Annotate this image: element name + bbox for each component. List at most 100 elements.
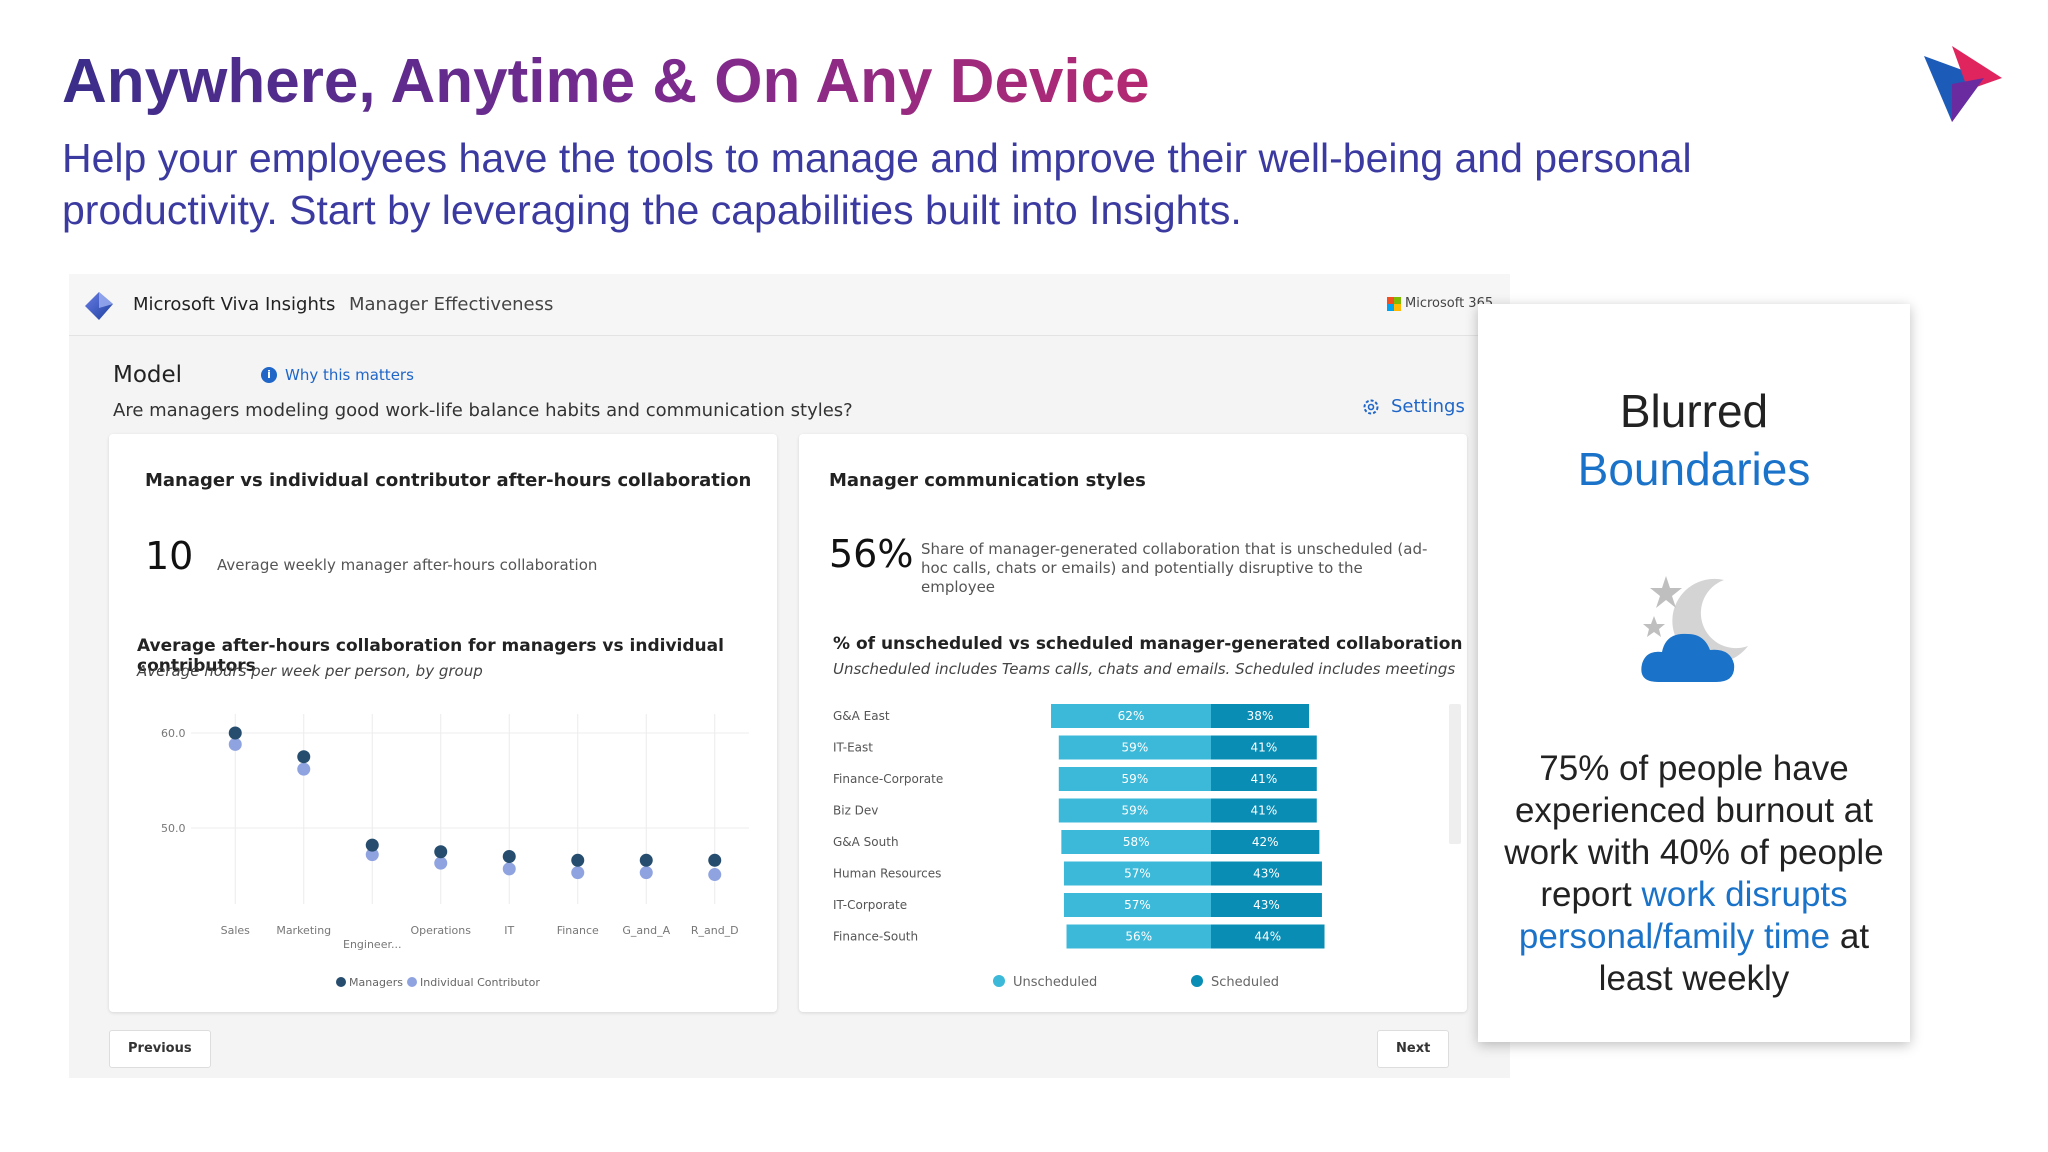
bar-unscheduled [1061, 830, 1211, 854]
chart-scrollbar [1449, 704, 1461, 844]
category-label: Biz Dev [833, 804, 878, 818]
bar-unscheduled [1063, 861, 1211, 886]
chart-note: Unscheduled includes Teams calls, chats … [833, 660, 1456, 678]
category-label: G&A South [833, 835, 899, 849]
legend-label: Unscheduled [1013, 975, 1097, 990]
data-label: 57% [1124, 867, 1151, 881]
x-tick-label: Operations [411, 924, 472, 937]
legend-label: Individual Contributor [420, 976, 540, 989]
bar-scheduled [1211, 798, 1317, 823]
data-point [708, 853, 722, 867]
info-body-text: 75% of people have experienced burnout a… [1498, 748, 1890, 1000]
x-tick-label: Engineer... [343, 938, 401, 951]
blurred-boundaries-card: Blurred Boundaries 75% of people have ex… [1478, 304, 1910, 1042]
legend-marker [336, 977, 346, 987]
app-screenshot: Microsoft Viva Insights Manager Effectiv… [69, 274, 1510, 1078]
model-question: Are managers modeling good work-life bal… [113, 400, 853, 421]
communication-styles-card: Manager communication styles 56% Share o… [799, 434, 1467, 1012]
bar-scheduled [1211, 861, 1322, 886]
slide-subtitle: Help your employees have the tools to ma… [62, 135, 1692, 233]
brand-logo-icon [1924, 46, 2002, 122]
category-label: Finance-South [833, 930, 918, 944]
data-label: 59% [1122, 772, 1149, 786]
legend-marker [993, 975, 1005, 987]
info-body-part2: at least weekly [1598, 917, 1870, 998]
bar-scheduled [1211, 924, 1325, 949]
x-tick-label: Finance [557, 924, 599, 937]
big-metric-desc: Share of manager-generated collaboration… [921, 540, 1428, 596]
communication-stacked-bar-chart: G&A East 62% 38% IT-East 59% 41% Finance-Corpo… [833, 704, 1461, 990]
bar-scheduled [1211, 704, 1310, 728]
next-button[interactable]: Next [1377, 1030, 1450, 1068]
info-body-part1: 75% of people have experienced burnout a… [1504, 749, 1884, 914]
data-point [228, 737, 242, 751]
bar-unscheduled [1051, 704, 1211, 728]
data-label: 41% [1251, 804, 1278, 818]
chart-note: Average hours per week per person, by gr… [137, 662, 483, 680]
after-hours-dot-chart: 60.0 50.0 Sales Marketing Engineer... Operati… [161, 714, 749, 989]
data-point [297, 762, 311, 776]
bar-unscheduled [1058, 798, 1211, 823]
x-tick-label: G_and_A [622, 924, 670, 937]
settings-label: Settings [1391, 396, 1465, 417]
data-label: 58% [1123, 835, 1150, 849]
info-heading-line2: Boundaries [1577, 443, 1811, 495]
ms365-label: Microsoft 365 [1405, 296, 1494, 311]
x-tick-label: Marketing [276, 924, 331, 937]
bar-unscheduled [1058, 735, 1211, 760]
category-label: Human Resources [833, 867, 941, 881]
bar-unscheduled [1066, 924, 1211, 949]
legend-marker [407, 977, 417, 987]
bar-scheduled [1211, 893, 1322, 917]
data-label: 38% [1247, 709, 1274, 723]
data-label: 44% [1254, 930, 1281, 944]
data-label: 59% [1122, 741, 1149, 755]
data-point [502, 862, 516, 876]
big-metric-value: 10 [145, 534, 194, 578]
app-header: Microsoft Viva Insights Manager Effectiv… [69, 274, 1510, 336]
data-point [434, 856, 448, 870]
data-point [571, 853, 585, 867]
y-tick-label: 60.0 [161, 727, 186, 740]
data-point [365, 848, 379, 862]
category-label: G&A East [833, 709, 890, 723]
data-label: 43% [1253, 867, 1280, 881]
legend-label: Scheduled [1211, 975, 1279, 990]
bar-unscheduled [1058, 767, 1211, 791]
ms365-brand: Microsoft 365 [1387, 296, 1493, 311]
moon-cloud-stars-icon [1641, 576, 1748, 682]
info-body-highlight: work disrupts personal/family time [1518, 875, 1848, 956]
after-hours-card: Manager vs individual contributor after-… [109, 434, 777, 1012]
model-title: Model [113, 362, 183, 388]
data-point [571, 866, 585, 880]
why-this-matters-link[interactable]: i Why this matters [261, 366, 414, 384]
gear-icon [1363, 399, 1379, 414]
settings-button[interactable]: Settings [1361, 396, 1465, 417]
data-point [639, 866, 653, 880]
data-point [228, 726, 242, 740]
card-title: Manager vs individual contributor after-… [145, 470, 752, 491]
x-tick-label: R_and_D [691, 924, 739, 937]
info-heading-line1: Blurred [1619, 385, 1769, 437]
chart-title: Average after-hours collaboration for ma… [137, 636, 724, 676]
viva-insights-logo-icon [85, 292, 113, 320]
slide-title: Anywhere, Anytime & On Any Device [62, 42, 1762, 122]
data-label: 41% [1251, 741, 1278, 755]
legend-marker [1191, 975, 1203, 987]
bar-scheduled [1211, 767, 1317, 791]
data-label: 57% [1124, 898, 1151, 912]
card-title: Manager communication styles [829, 470, 1146, 491]
bar-unscheduled [1063, 893, 1211, 917]
data-label: 43% [1253, 898, 1280, 912]
data-label: 41% [1251, 772, 1278, 786]
app-name: Microsoft Viva Insights [133, 294, 336, 315]
data-point [708, 868, 722, 882]
data-label: 56% [1125, 930, 1152, 944]
big-metric-value: 56% [829, 532, 914, 576]
data-point [502, 850, 516, 863]
chart-title: % of unscheduled vs scheduled manager-ge… [833, 634, 1463, 654]
previous-button[interactable]: Previous [109, 1030, 211, 1068]
app-section-label: Manager Effectiveness [349, 294, 554, 315]
big-metric-desc: Average weekly manager after-hours colla… [217, 556, 598, 574]
legend-label: Managers [349, 976, 403, 989]
